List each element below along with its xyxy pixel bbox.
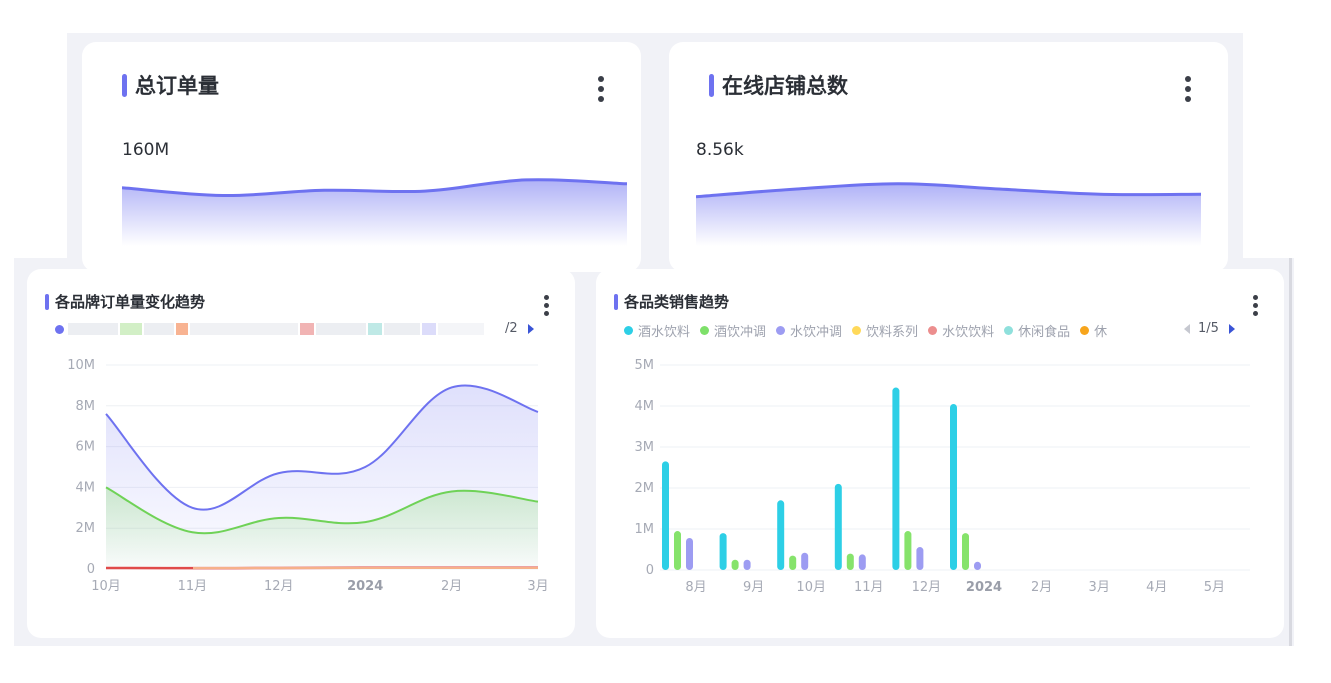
bar	[674, 531, 681, 570]
legend-dot	[55, 324, 64, 334]
legend-next-arrow-icon[interactable]	[527, 323, 534, 334]
y-tick-label: 6M	[76, 440, 96, 455]
x-tick-label: 10月	[796, 580, 826, 595]
y-tick-label: 5M	[635, 358, 655, 373]
y-tick-label: 0	[646, 563, 654, 578]
x-tick-label: 2月	[441, 579, 462, 594]
category-legend: 酒水饮料 酒饮冲调 水饮冲调 饮料系列 水饮饮料 休闲食品 休	[624, 321, 1184, 340]
total-orders-card: 总订单量 160M	[82, 42, 641, 272]
legend-page-indicator: 1/5	[1198, 321, 1219, 336]
y-tick-label: 1M	[635, 522, 655, 537]
x-tick-label: 3月	[527, 579, 548, 594]
y-tick-label: 4M	[76, 480, 96, 495]
more-menu-icon[interactable]	[1251, 293, 1259, 317]
y-tick-label: 8M	[76, 399, 96, 414]
title-accent-bar	[122, 73, 127, 97]
card-title: 总订单量	[122, 70, 219, 100]
legend-next-arrow-icon[interactable]	[1228, 323, 1235, 334]
card-title: 各品牌订单量变化趋势	[45, 291, 205, 312]
bar	[950, 403, 957, 570]
panel-edge	[1289, 258, 1292, 646]
more-menu-icon[interactable]	[597, 74, 605, 104]
x-tick-label: 2月	[1031, 580, 1052, 595]
legend-item[interactable]: 休闲食品	[1004, 321, 1070, 340]
bar	[846, 553, 854, 570]
x-tick-label: 11月	[178, 579, 208, 594]
y-tick-label: 10M	[67, 358, 95, 373]
bar	[719, 533, 727, 570]
bar	[662, 461, 669, 570]
x-tick-label: 12月	[264, 579, 294, 594]
bar	[892, 387, 900, 570]
bar	[904, 531, 912, 570]
total-orders-title: 总订单量	[135, 74, 219, 98]
legend-page-indicator: /2	[505, 321, 518, 336]
bar	[834, 483, 842, 570]
bar	[962, 533, 969, 570]
legend-redacted	[55, 323, 486, 335]
x-tick-label: 10月	[91, 579, 121, 594]
y-tick-label: 0	[87, 562, 95, 577]
total-orders-sparkline	[122, 178, 627, 246]
bar	[858, 554, 866, 570]
title-accent-bar	[709, 73, 714, 97]
bar	[801, 552, 809, 570]
bar	[731, 559, 739, 570]
brand-trend-card: 各品牌订单量变化趋势 /2 0 2M 4M 6M 8M 10M 10月 11月 12月 2024 2…	[27, 269, 575, 638]
y-tick-label: 4M	[635, 399, 655, 414]
legend-item[interactable]: 酒水饮料	[624, 321, 690, 340]
bar	[686, 538, 693, 570]
category-sales-card: 各品类销售趋势 酒水饮料 酒饮冲调 水饮冲调 饮料系列 水饮饮料 休闲食品 休 …	[596, 269, 1284, 638]
category-sales-chart: 0 1M 2M 3M 4M 5M 8月 9月 10月 11月 12月 2024 2月 3月 4月 5月	[635, 358, 1250, 595]
online-stores-card: 在线店铺总数 8.56k	[669, 42, 1228, 272]
sparkline-line	[696, 182, 1201, 199]
x-tick-label: 12月	[912, 580, 942, 595]
sparkline-line	[122, 178, 627, 198]
online-stores-sparkline	[696, 182, 1201, 246]
x-tick-label: 8月	[685, 580, 706, 595]
bar	[916, 547, 924, 570]
series-line	[105, 486, 539, 535]
bar	[777, 500, 785, 570]
brand-trend-title: 各品牌订单量变化趋势	[55, 293, 206, 311]
more-menu-icon[interactable]	[542, 293, 550, 317]
online-stores-value: 8.56k	[696, 140, 744, 160]
y-tick-label: 2M	[635, 481, 655, 496]
legend-item[interactable]: 水饮饮料	[928, 321, 994, 340]
card-title: 在线店铺总数	[709, 70, 848, 100]
legend-pager: /2	[505, 321, 534, 336]
legend-prev-arrow-icon[interactable]	[1184, 323, 1190, 334]
title-accent-bar	[614, 293, 618, 310]
online-stores-title: 在线店铺总数	[722, 74, 848, 98]
x-tick-label: 3月	[1089, 580, 1110, 595]
y-tick-label: 2M	[76, 521, 96, 536]
bar	[974, 561, 981, 570]
sparkline-area	[696, 183, 1201, 246]
legend-item[interactable]: 酒饮冲调	[700, 321, 766, 340]
series-line	[105, 384, 539, 511]
more-menu-icon[interactable]	[1184, 74, 1192, 104]
x-tick-label: 2024	[966, 580, 1002, 595]
x-tick-label: 4月	[1146, 580, 1167, 595]
total-orders-value: 160M	[122, 140, 170, 160]
legend-item[interactable]: 休	[1080, 321, 1107, 340]
legend-pager: 1/5	[1184, 321, 1235, 336]
x-tick-label: 5月	[1204, 580, 1225, 595]
legend-item[interactable]: 水饮冲调	[776, 321, 842, 340]
category-sales-title: 各品类销售趋势	[624, 293, 730, 311]
title-accent-bar	[45, 293, 49, 310]
legend-item[interactable]: 饮料系列	[852, 321, 918, 340]
series-area	[106, 487, 538, 569]
card-title: 各品类销售趋势	[614, 291, 729, 312]
bar	[743, 559, 751, 570]
x-tick-label: 2024	[347, 579, 383, 594]
x-tick-label: 9月	[743, 580, 764, 595]
x-tick-label: 11月	[854, 580, 884, 595]
y-tick-label: 3M	[635, 440, 655, 455]
brand-trend-chart: 0 2M 4M 6M 8M 10M 10月 11月 12月 2024 2月 3月	[67, 358, 548, 594]
bar	[789, 555, 797, 570]
